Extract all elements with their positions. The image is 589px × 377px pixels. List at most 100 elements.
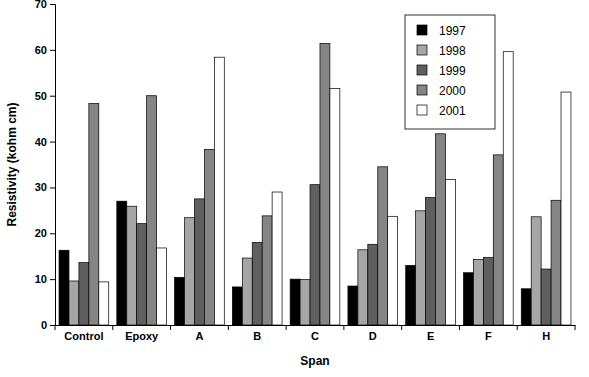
bar (330, 88, 340, 325)
legend-entry: 2001 (417, 104, 466, 118)
legend-label: 1997 (439, 24, 466, 38)
legend-box (405, 15, 495, 129)
y-tick-label: 10 (35, 273, 47, 285)
y-tick: 70 (35, 0, 55, 10)
bar (137, 224, 147, 325)
legend-label: 1999 (439, 64, 466, 78)
x-tick-label: A (195, 330, 203, 342)
category-separator (228, 325, 229, 330)
y-tick-mark (50, 4, 55, 5)
legend-label: 2001 (439, 104, 466, 118)
x-tick: Control (64, 325, 103, 342)
x-tick: C (311, 325, 319, 342)
legend-swatch (417, 25, 427, 35)
y-tick-mark (50, 233, 55, 234)
x-tick-label: E (427, 330, 434, 342)
y-tick: 40 (35, 136, 55, 148)
legend-swatch (417, 85, 427, 95)
y-tick-mark (50, 187, 55, 188)
category-separator (343, 325, 344, 330)
bar (290, 279, 300, 325)
bar (348, 286, 358, 325)
x-axis-title: Span (300, 354, 329, 368)
category-separator (575, 325, 576, 330)
category-separator (459, 325, 460, 330)
y-axis-title: Resistivity (kohm cm) (5, 102, 19, 226)
bar (300, 280, 310, 325)
legend-entry: 1998 (417, 44, 466, 58)
legend: 1997 1998 1999 2000 2001 (405, 15, 495, 129)
x-tick-label: Epoxy (125, 330, 159, 342)
bar (194, 199, 204, 325)
y-axis: 010203040506070 (35, 0, 56, 331)
y-tick: 50 (35, 90, 55, 102)
bar-series (59, 201, 531, 325)
category-separator (286, 325, 287, 330)
y-tick-label: 30 (35, 181, 47, 193)
bar (521, 289, 531, 325)
y-tick-mark (50, 279, 55, 280)
legend-entry: 2000 (417, 84, 466, 98)
bar (463, 273, 473, 325)
bar (426, 198, 436, 325)
bar (232, 287, 242, 325)
y-tick: 0 (41, 319, 55, 331)
bar (185, 218, 195, 325)
bar (204, 149, 214, 325)
plot: 010203040506070ControlEpoxyABCDEFH (35, 0, 576, 342)
x-tick-label: H (542, 330, 550, 342)
x-axis: Control Epoxy A B C D E F H (56, 325, 576, 342)
bar (99, 282, 109, 325)
legend-swatch (417, 105, 427, 115)
bar (252, 242, 262, 325)
bar (310, 185, 320, 325)
legend-entry: 1997 (417, 24, 466, 38)
bar (175, 277, 185, 325)
bar (541, 269, 551, 325)
bar (483, 258, 493, 325)
y-tick: 60 (35, 44, 55, 56)
x-tick-label: F (485, 330, 492, 342)
x-tick-label: D (369, 330, 377, 342)
x-tick: Epoxy (125, 325, 159, 342)
legend-swatch (417, 65, 427, 75)
bar (445, 180, 455, 325)
bar (147, 96, 157, 325)
legend-label: 2000 (439, 84, 466, 98)
bar (117, 201, 127, 325)
y-tick-label: 60 (35, 44, 47, 56)
bar (493, 155, 503, 325)
y-tick-label: 0 (41, 319, 47, 331)
x-tick: A (195, 325, 203, 342)
x-axis-line (56, 325, 576, 326)
bar (388, 216, 398, 325)
bar (127, 206, 137, 325)
bar (531, 217, 541, 325)
bar (406, 265, 416, 325)
bar-series (99, 52, 571, 325)
bar (272, 192, 282, 325)
x-tick: H (542, 325, 550, 342)
bar (262, 216, 272, 325)
bar (214, 57, 224, 325)
bar (473, 259, 483, 325)
category-separator (170, 325, 171, 330)
y-tick-mark (50, 50, 55, 51)
bar (59, 250, 69, 325)
bar (242, 258, 252, 325)
x-tick-label: B (253, 330, 261, 342)
category-separator (55, 325, 56, 330)
category-separators (55, 325, 575, 330)
bar (436, 134, 446, 325)
category-separator (112, 325, 113, 330)
x-tick: E (427, 325, 434, 342)
legend-swatch (417, 45, 427, 55)
bar (320, 43, 330, 325)
x-tick: F (485, 325, 492, 342)
legend-entry: 1999 (417, 64, 466, 78)
y-tick-label: 50 (35, 90, 47, 102)
y-tick-label: 40 (35, 136, 47, 148)
x-tick: B (253, 325, 261, 342)
bar (503, 52, 513, 325)
legend-label: 1998 (439, 44, 466, 58)
